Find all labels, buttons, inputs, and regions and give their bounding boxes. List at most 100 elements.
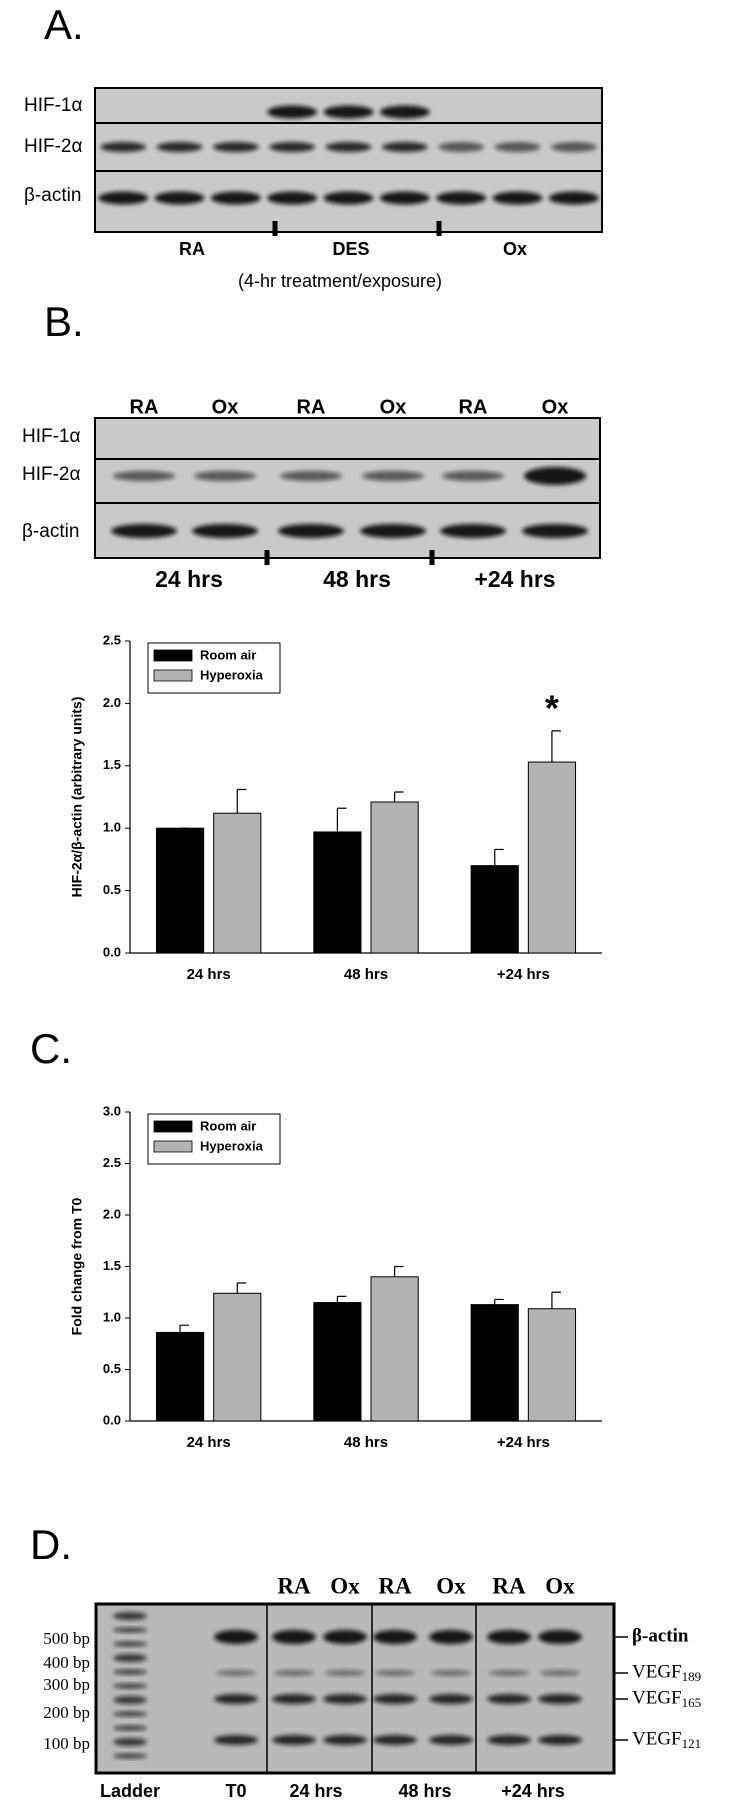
legend-label: Room air	[200, 1118, 256, 1133]
group-label: 48 hrs	[323, 566, 391, 592]
band	[487, 1630, 531, 1644]
row-label: β-actin	[24, 185, 81, 206]
band	[269, 142, 316, 152]
ladder-band	[113, 1696, 147, 1704]
y-tick-label: 2.0	[103, 1206, 121, 1221]
error-bar	[236, 1282, 247, 1294]
band	[272, 1630, 316, 1644]
legend-label: Hyperoxia	[200, 1138, 264, 1153]
band	[494, 142, 541, 152]
band	[538, 1630, 582, 1644]
band	[487, 1735, 531, 1745]
band	[325, 1670, 365, 1676]
lane-label: RA	[459, 396, 488, 418]
band	[214, 1735, 258, 1745]
lane-label: RA	[492, 1573, 526, 1598]
band	[381, 142, 428, 152]
band	[154, 191, 205, 205]
y-tick-label: 2.0	[103, 695, 121, 710]
band	[540, 1670, 580, 1676]
lane-group-label: 24 hrs	[289, 1781, 342, 1801]
band	[272, 1735, 316, 1745]
band	[373, 1735, 417, 1745]
band	[429, 1630, 473, 1644]
x-tick-label: 24 hrs	[187, 1434, 231, 1451]
lane-label: RA	[297, 396, 326, 418]
error-bar	[494, 848, 504, 866]
legend-swatch	[153, 669, 193, 682]
band-label-sub: 189	[682, 1669, 702, 1684]
x-tick-label: 24 hrs	[187, 966, 231, 983]
band-label: VEGF121	[632, 1728, 701, 1751]
error-bar	[336, 807, 347, 832]
y-axis-title: HIF-2α/β-actin (arbitrary units)	[69, 697, 85, 898]
error-bar	[394, 791, 404, 802]
group-label: 24 hrs	[155, 566, 223, 592]
band	[113, 471, 175, 481]
band-label-sub: 121	[682, 1736, 702, 1751]
band	[429, 1694, 473, 1704]
y-tick-label: 1.0	[103, 820, 121, 835]
band	[280, 471, 342, 481]
y-tick-label: 2.5	[103, 632, 121, 647]
ladder-band	[113, 1654, 147, 1662]
lane-label: RA	[277, 1573, 311, 1598]
bar	[213, 812, 262, 954]
ladder-band	[113, 1669, 147, 1675]
band	[550, 142, 597, 152]
x-tick-label: 48 hrs	[344, 966, 388, 983]
band	[360, 524, 426, 538]
y-tick-label: 3.0	[103, 1103, 121, 1118]
ladder-band	[113, 1612, 147, 1620]
lane-group-label: Ladder	[100, 1781, 160, 1801]
lane-group-label: +24 hrs	[501, 1781, 565, 1801]
band	[323, 1694, 367, 1704]
bar	[470, 865, 519, 954]
band	[214, 1630, 258, 1644]
legend-swatch	[153, 1120, 193, 1133]
band	[375, 1670, 415, 1676]
legend-label: Hyperoxia	[200, 667, 264, 682]
band	[440, 524, 506, 538]
group-label: Ox	[503, 239, 527, 259]
band	[156, 142, 203, 152]
band	[442, 471, 504, 481]
ladder-band	[113, 1641, 147, 1647]
row-label: HIF-2α	[22, 464, 81, 485]
band-label: β-actin	[632, 1625, 689, 1646]
band	[98, 191, 149, 205]
legend-label: Room air	[200, 647, 256, 662]
band	[100, 142, 147, 152]
lane-label: Ox	[542, 396, 569, 418]
legend-swatch	[153, 1140, 193, 1153]
y-axis-title: Fold change from T0	[69, 1197, 85, 1335]
lane-group-label: 48 hrs	[398, 1781, 451, 1801]
band	[216, 1670, 256, 1676]
gel	[94, 1602, 616, 1775]
band	[524, 467, 586, 485]
lane-label: Ox	[330, 1573, 360, 1598]
band-label: VEGF189	[632, 1661, 701, 1684]
y-tick-label: 1.5	[103, 1258, 121, 1273]
band	[522, 524, 588, 538]
y-tick-label: 0.0	[103, 944, 121, 959]
bar	[155, 1331, 205, 1422]
bar	[470, 1304, 519, 1422]
band	[192, 524, 258, 538]
caption: (4-hr treatment/exposure)	[238, 271, 442, 291]
band	[436, 191, 487, 205]
band	[431, 1670, 471, 1676]
annotation: *	[545, 687, 559, 728]
lane-label: Ox	[436, 1573, 466, 1598]
y-tick-label: 2.5	[103, 1155, 121, 1170]
y-tick-label: 0.5	[103, 1361, 121, 1376]
blot	[94, 417, 601, 559]
band	[323, 1735, 367, 1745]
bar	[370, 1276, 419, 1422]
band	[267, 105, 318, 119]
band	[323, 191, 374, 205]
band	[538, 1735, 582, 1745]
ladder-band	[113, 1738, 147, 1746]
ladder-label: 100 bp	[43, 1734, 90, 1753]
